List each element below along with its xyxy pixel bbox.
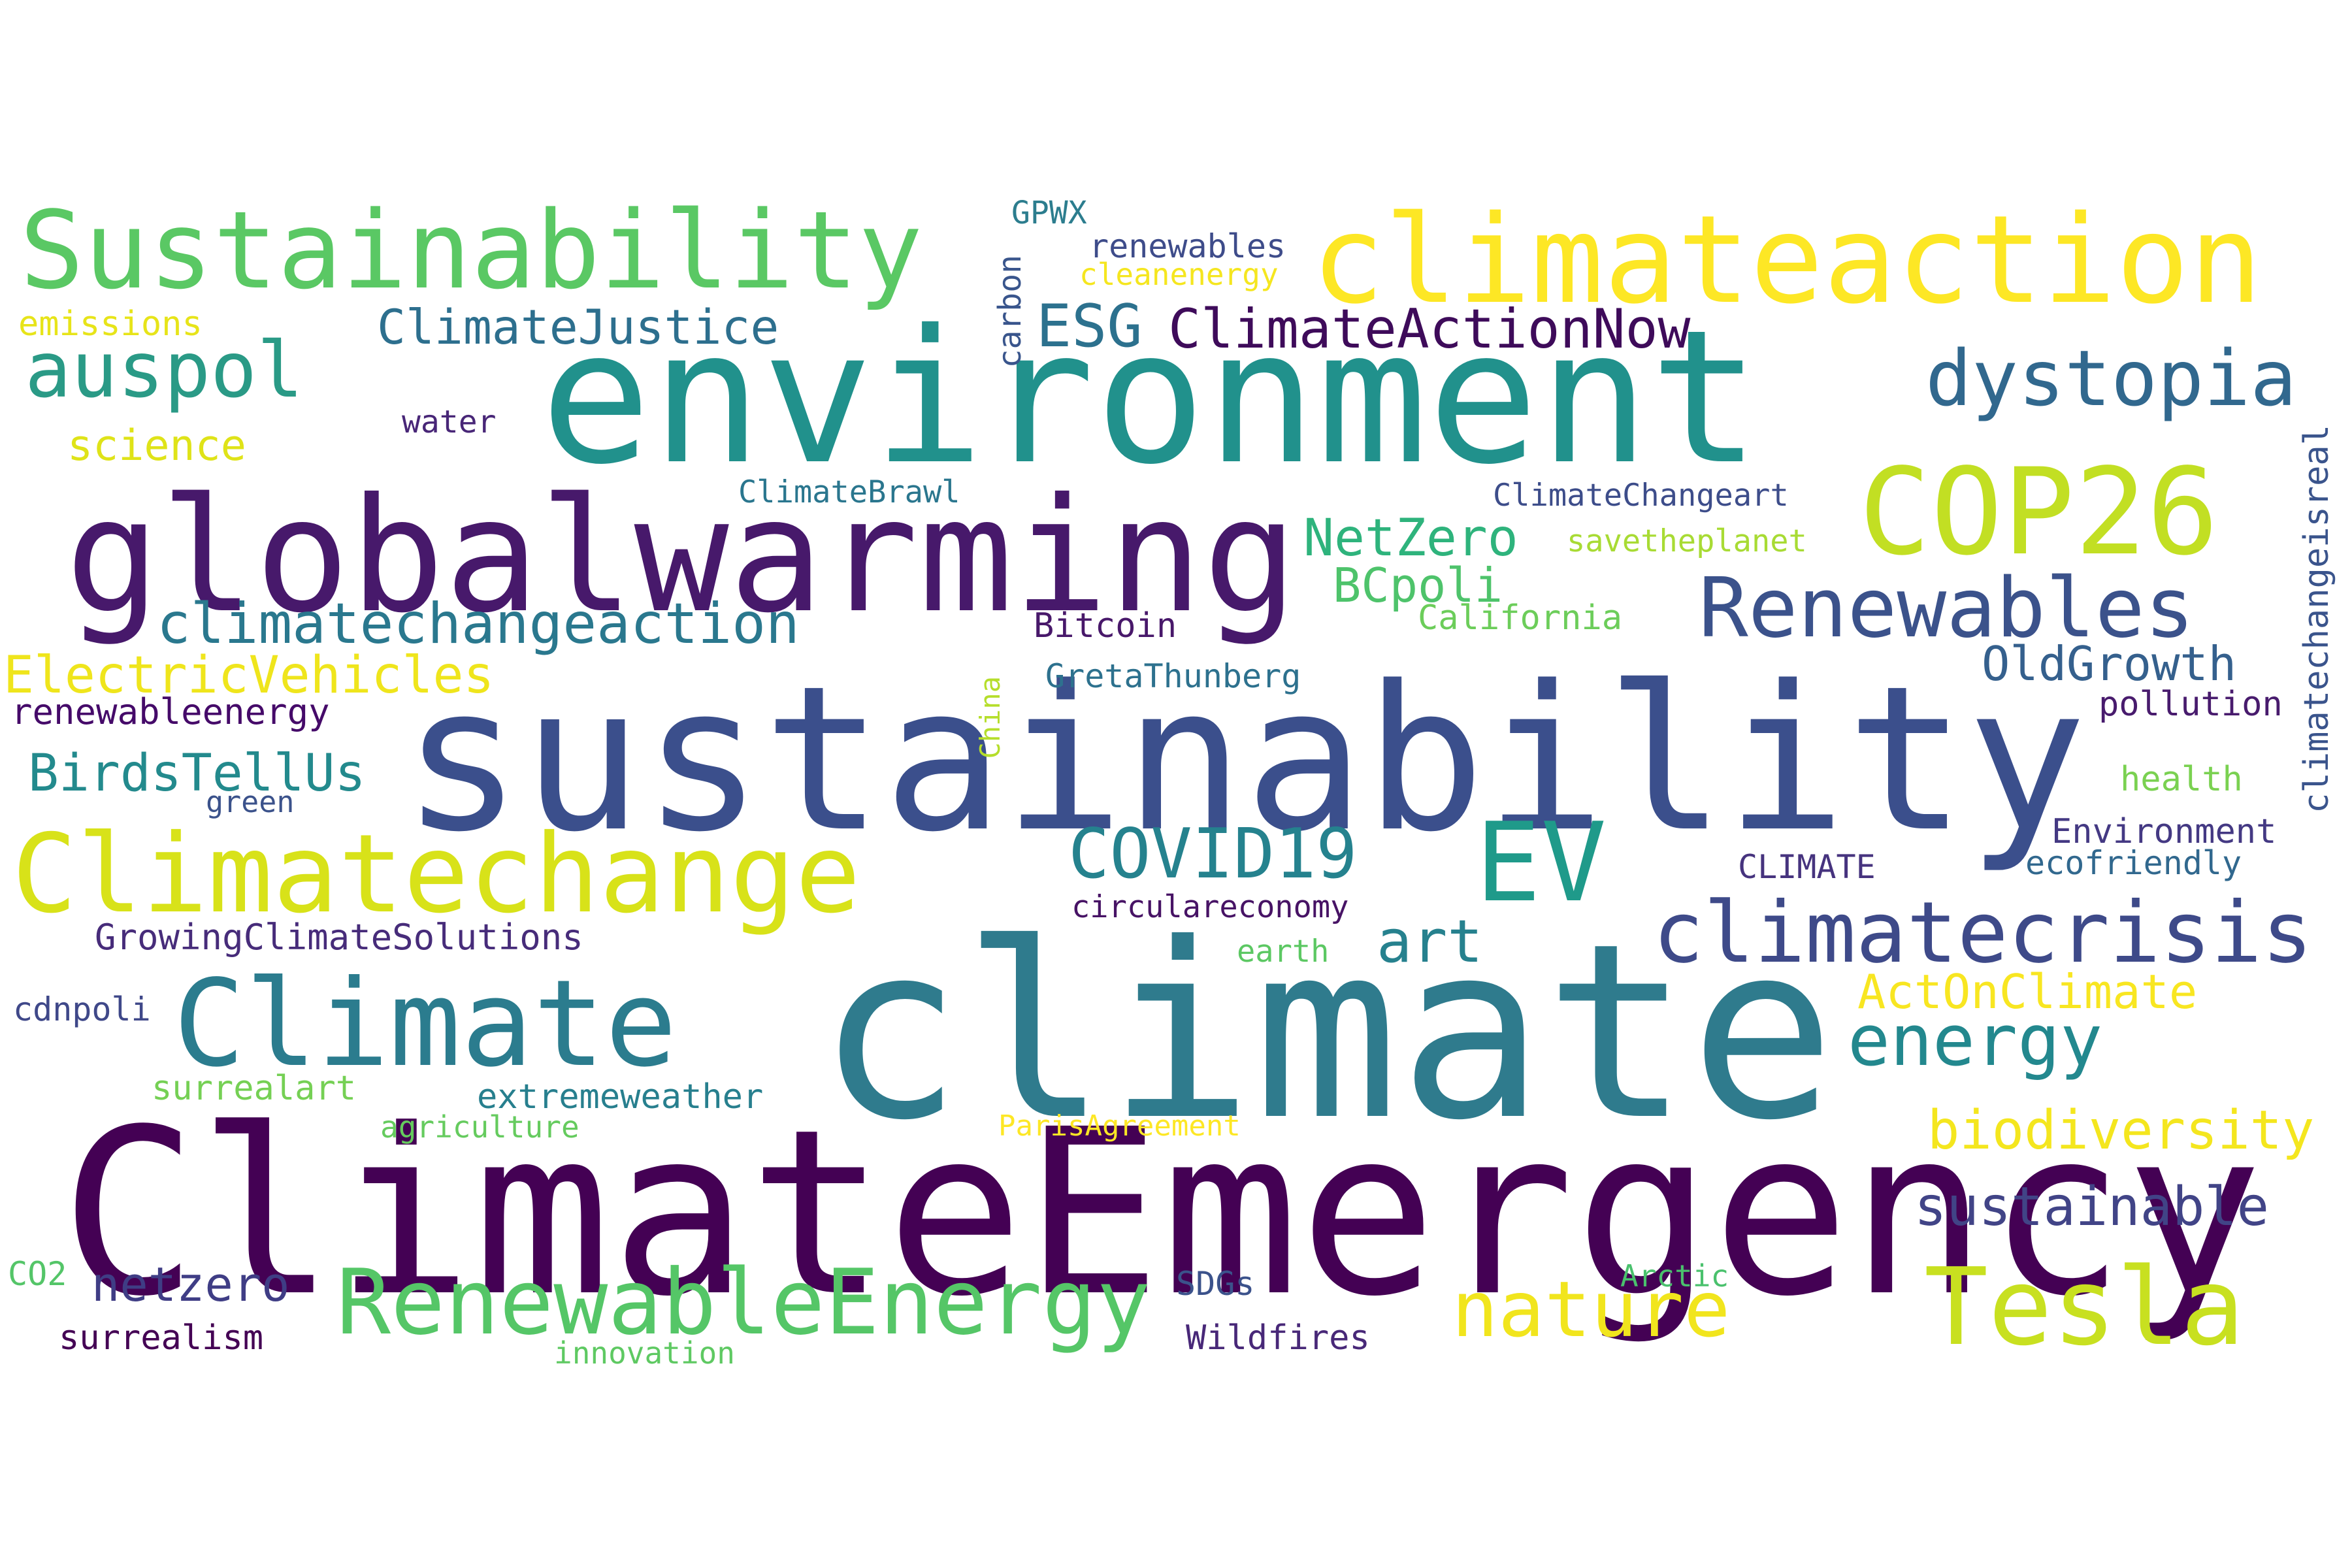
word-auspol: auspol	[25, 325, 304, 415]
word-tesla: Tesla	[1924, 1246, 2245, 1369]
word-growingclimatesolutions: GrowingClimateSolutions	[95, 917, 583, 958]
word-electricvehicles: ElectricVehicles	[3, 646, 495, 705]
word-carbon: carbon	[992, 255, 1028, 368]
word-climatebrawl: ClimateBrawl	[738, 474, 960, 510]
word-climatejustice: ClimateJustice	[377, 300, 779, 355]
word-science: science	[67, 421, 246, 470]
word-globalwarming: globalwarming	[65, 464, 1298, 647]
word-parisagreement: ParisAgreement	[998, 1109, 1241, 1143]
word-circulareconomy: circulareconomy	[1071, 889, 1349, 925]
word-energy: energy	[1848, 1000, 2103, 1082]
word-emissions: emissions	[18, 304, 203, 344]
word-climate-allcaps: CLIMATE	[1738, 848, 1876, 886]
word-ev: EV	[1475, 800, 1607, 926]
word-sdgs: SDGs	[1176, 1265, 1255, 1303]
word-renewables-lower: renewables	[1089, 227, 1286, 265]
word-climatechangeaction: climatechangeaction	[157, 591, 800, 657]
word-birdstellus: BirdsTellUs	[28, 744, 366, 803]
word-renewableenergy-lower: renewableenergy	[11, 691, 330, 732]
word-actonclimate: ActOnClimate	[1857, 964, 2198, 1019]
word-bcpoli: BCpoli	[1333, 558, 1503, 613]
word-cop26: COP26	[1859, 443, 2219, 582]
word-health: health	[2120, 760, 2243, 799]
word-pollution: pollution	[2099, 685, 2283, 724]
word-gretathunberg: GretaThunberg	[1045, 657, 1301, 695]
word-nature: nature	[1452, 1264, 1731, 1354]
word-cleanenergy: cleanenergy	[1079, 257, 1279, 292]
word-climate-capital: Climate	[173, 955, 678, 1094]
word-extremeweather: extremeweather	[477, 1077, 764, 1117]
word-cdnpoli: cdnpoli	[13, 990, 151, 1028]
word-climate: climate	[817, 892, 1836, 1173]
word-climatecrisis: climatecrisis	[1653, 884, 2313, 982]
word-california: California	[1418, 598, 1623, 638]
word-climateaction: climateaction	[1311, 189, 2262, 331]
word-environment-capital: Environment	[2051, 812, 2277, 851]
word-sustainability: sustainability	[402, 644, 2087, 876]
word-wildfires: Wildfires	[1186, 1318, 1370, 1358]
word-climatechange: Climatechange	[12, 811, 861, 938]
word-art: art	[1377, 907, 1483, 976]
word-surrealart: surrealart	[152, 1069, 357, 1108]
word-climateemergency: ClimateEmergency	[60, 1080, 2263, 1347]
word-co2: CO2	[8, 1255, 67, 1293]
word-sustainability-capital: Sustainability	[20, 188, 923, 313]
word-renewableenergy: RenewableEnergy	[336, 1250, 1151, 1355]
word-green: green	[206, 785, 295, 819]
word-dystopia: dystopia	[1925, 333, 2297, 423]
word-climatechangeart: ClimateChangeart	[1493, 478, 1789, 514]
word-netzero: NetZero	[1303, 509, 1518, 568]
word-climateactionnow: ClimateActionNow	[1168, 297, 1691, 361]
word-gpwx: GPWX	[1011, 195, 1087, 231]
word-renewables: Renewables	[1699, 560, 2195, 656]
word-netzero-lower: netzero	[91, 1257, 290, 1312]
word-surrealism: surrealism	[59, 1318, 264, 1358]
word-covid19: COVID19	[1068, 814, 1358, 894]
word-environment: environment	[540, 290, 1761, 505]
word-china: China	[974, 676, 1006, 759]
word-sustainable: sustainable	[1914, 1176, 2270, 1238]
word-climatechangeisreal: climatechangeisreal	[2297, 425, 2336, 813]
word-water: water	[402, 404, 497, 440]
word-savetheplanet: savetheplanet	[1567, 523, 1807, 559]
word-esg: ESG	[1036, 292, 1143, 361]
word-agriculture: agriculture	[380, 1109, 580, 1145]
word-arctic: Arctic	[1620, 1258, 1729, 1294]
word-earth: earth	[1237, 934, 1330, 970]
word-innovation: innovation	[554, 1335, 735, 1371]
word-oldgrowth: OldGrowth	[1982, 636, 2237, 691]
word-biodiversity: biodiversity	[1927, 1100, 2315, 1162]
word-bitcoin: Bitcoin	[1034, 606, 1177, 645]
word-ecofriendly: ecofriendly	[2025, 844, 2242, 882]
